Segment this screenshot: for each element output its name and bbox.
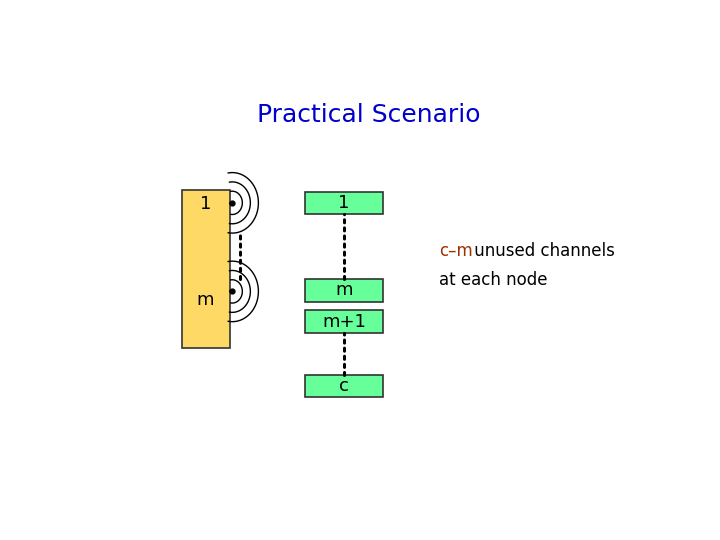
- Bar: [305, 310, 383, 333]
- Text: 1: 1: [200, 195, 211, 213]
- Text: c–m: c–m: [438, 241, 472, 260]
- Text: at each node: at each node: [438, 272, 547, 289]
- Bar: [305, 279, 383, 302]
- Text: c: c: [339, 377, 348, 395]
- Bar: [305, 192, 383, 214]
- Text: 1: 1: [338, 194, 350, 212]
- Text: unused channels: unused channels: [469, 241, 616, 260]
- Text: m+1: m+1: [322, 313, 366, 330]
- Text: m: m: [197, 291, 215, 309]
- Bar: [182, 190, 230, 348]
- Text: m: m: [335, 281, 353, 299]
- Bar: [305, 375, 383, 397]
- Text: Practical Scenario: Practical Scenario: [257, 103, 481, 127]
